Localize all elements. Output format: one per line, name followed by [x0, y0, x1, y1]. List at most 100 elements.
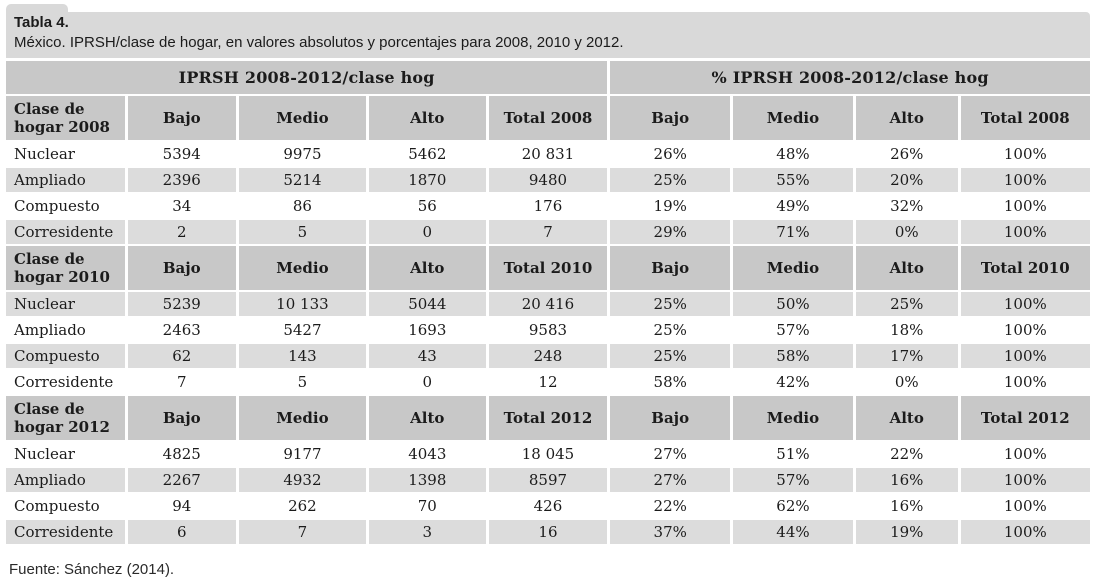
pct-value-cell: 100% — [960, 370, 1090, 395]
pct-value-cell: 44% — [733, 520, 853, 545]
abs-value-cell: 86 — [238, 194, 367, 219]
pct-value-cell: 100% — [960, 142, 1090, 167]
abs-value-cell: 3 — [369, 520, 486, 545]
section-2010-header-row: Clase de hogar 2010 Bajo Medio Alto Tota… — [6, 246, 1090, 291]
abs-value-cell: 2396 — [127, 168, 236, 193]
pct-value-cell: 37% — [610, 520, 731, 545]
abs-value-cell: 1870 — [369, 168, 486, 193]
abs-value-cell: 2267 — [127, 468, 236, 493]
col-header: Alto — [369, 96, 486, 141]
table-title: Tabla 4. — [14, 14, 69, 31]
pct-value-cell: 71% — [733, 220, 853, 245]
pct-value-cell: 20% — [855, 168, 958, 193]
pct-value-cell: 100% — [960, 194, 1090, 219]
pct-value-cell: 42% — [733, 370, 853, 395]
pct-value-cell: 22% — [855, 442, 958, 467]
col-header: Bajo — [610, 96, 731, 141]
table-row: Compuesto 94 262 70 426 22% 62% 16% 100% — [6, 494, 1090, 519]
source-note: Fuente: Sánchez (2014). — [9, 561, 175, 579]
abs-value-cell: 1693 — [369, 318, 486, 343]
col-header: Total 2012 — [488, 396, 608, 441]
table-wrapper: IPRSH 2008-2012/clase hog % IPRSH 2008-2… — [3, 59, 1093, 546]
abs-value-cell: 34 — [127, 194, 236, 219]
pct-value-cell: 55% — [733, 168, 853, 193]
pct-value-cell: 27% — [610, 468, 731, 493]
row-label-cell: Corresidente — [6, 220, 125, 245]
abs-value-cell: 5 — [238, 220, 367, 245]
col-header: Bajo — [127, 96, 236, 141]
table-row: Ampliado 2396 5214 1870 9480 25% 55% 20%… — [6, 168, 1090, 193]
col-header: Total 2010 — [960, 246, 1090, 291]
col-header: Alto — [369, 246, 486, 291]
pct-value-cell: 100% — [960, 344, 1090, 369]
abs-value-cell: 9583 — [488, 318, 608, 343]
abs-value-cell: 12 — [488, 370, 608, 395]
abs-value-cell: 248 — [488, 344, 608, 369]
col-header: Total 2008 — [488, 96, 608, 141]
abs-value-cell: 9177 — [238, 442, 367, 467]
table-row: Nuclear 5239 10 133 5044 20 416 25% 50% … — [6, 292, 1090, 317]
abs-value-cell: 62 — [127, 344, 236, 369]
abs-value-cell: 7 — [127, 370, 236, 395]
row-label-cell: Compuesto — [6, 344, 125, 369]
col-header: Bajo — [610, 246, 731, 291]
abs-value-cell: 94 — [127, 494, 236, 519]
row-label-cell: Corresidente — [6, 370, 125, 395]
col-header: Medio — [733, 96, 853, 141]
group-header-percent: % IPRSH 2008-2012/clase hog — [610, 61, 1090, 95]
pct-value-cell: 19% — [610, 194, 731, 219]
pct-value-cell: 27% — [610, 442, 731, 467]
caption-band: Tabla 4. México. IPRSH/clase de hogar, e… — [6, 12, 1090, 59]
pct-value-cell: 100% — [960, 520, 1090, 545]
abs-value-cell: 5427 — [238, 318, 367, 343]
abs-value-cell: 2 — [127, 220, 236, 245]
col-header: Total 2010 — [488, 246, 608, 291]
pct-value-cell: 25% — [855, 292, 958, 317]
abs-value-cell: 10 133 — [238, 292, 367, 317]
abs-value-cell: 9975 — [238, 142, 367, 167]
table-caption-block: Tabla 4. México. IPRSH/clase de hogar, e… — [6, 4, 1090, 59]
row-label-cell: Nuclear — [6, 142, 125, 167]
pct-value-cell: 16% — [855, 468, 958, 493]
table-row: Ampliado 2463 5427 1693 9583 25% 57% 18%… — [6, 318, 1090, 343]
col-header: Medio — [733, 246, 853, 291]
col-header: Medio — [733, 396, 853, 441]
pct-value-cell: 57% — [733, 468, 853, 493]
abs-value-cell: 8597 — [488, 468, 608, 493]
col-header: Bajo — [127, 246, 236, 291]
abs-value-cell: 4825 — [127, 442, 236, 467]
abs-value-cell: 18 045 — [488, 442, 608, 467]
pct-value-cell: 48% — [733, 142, 853, 167]
table-row: Corresidente 7 5 0 12 58% 42% 0% 100% — [6, 370, 1090, 395]
abs-value-cell: 7 — [488, 220, 608, 245]
table-subtitle: México. IPRSH/clase de hogar, en valores… — [14, 33, 624, 51]
pct-value-cell: 25% — [610, 318, 731, 343]
abs-value-cell: 0 — [369, 370, 486, 395]
section-label-2010: Clase de hogar 2010 — [6, 246, 125, 291]
row-label-cell: Ampliado — [6, 168, 125, 193]
group-header-row: IPRSH 2008-2012/clase hog % IPRSH 2008-2… — [6, 61, 1090, 95]
table-row: Ampliado 2267 4932 1398 8597 27% 57% 16%… — [6, 468, 1090, 493]
pct-value-cell: 100% — [960, 168, 1090, 193]
group-header-absolute: IPRSH 2008-2012/clase hog — [6, 61, 608, 95]
pct-value-cell: 0% — [855, 220, 958, 245]
pct-value-cell: 32% — [855, 194, 958, 219]
table-row: Compuesto 34 86 56 176 19% 49% 32% 100% — [6, 194, 1090, 219]
abs-value-cell: 176 — [488, 194, 608, 219]
row-label-cell: Compuesto — [6, 194, 125, 219]
abs-value-cell: 56 — [369, 194, 486, 219]
col-header: Alto — [369, 396, 486, 441]
pct-value-cell: 100% — [960, 318, 1090, 343]
pct-value-cell: 100% — [960, 468, 1090, 493]
pct-value-cell: 25% — [610, 344, 731, 369]
abs-value-cell: 426 — [488, 494, 608, 519]
pct-value-cell: 25% — [610, 292, 731, 317]
row-label-cell: Nuclear — [6, 442, 125, 467]
abs-value-cell: 262 — [238, 494, 367, 519]
pct-value-cell: 100% — [960, 494, 1090, 519]
row-label-cell: Ampliado — [6, 318, 125, 343]
abs-value-cell: 16 — [488, 520, 608, 545]
pct-value-cell: 100% — [960, 220, 1090, 245]
section-label-2012: Clase de hogar 2012 — [6, 396, 125, 441]
pct-value-cell: 51% — [733, 442, 853, 467]
